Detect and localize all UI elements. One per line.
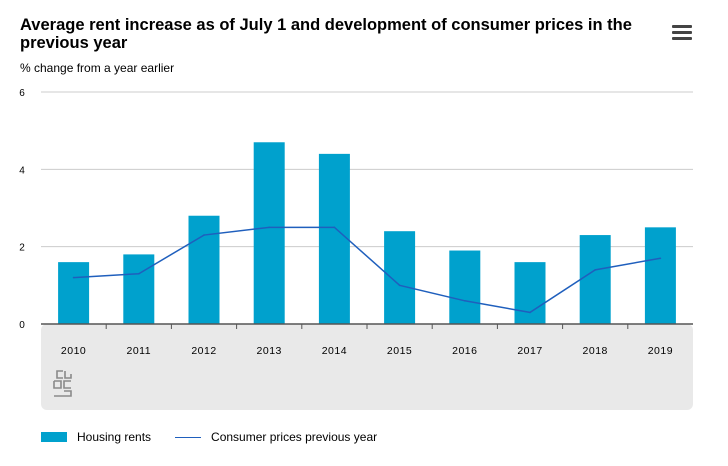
menu-line: [672, 25, 692, 28]
x-tick-label: 2016: [452, 345, 477, 357]
menu-line: [672, 31, 692, 34]
logo-stroke: [56, 370, 63, 379]
legend: Housing rents Consumer prices previous y…: [41, 430, 401, 444]
x-tick-label: 2017: [517, 345, 542, 357]
line-point: [203, 234, 205, 236]
x-tick-label: 2018: [583, 345, 608, 357]
bar: [318, 153, 350, 324]
bar: [579, 235, 611, 324]
legend-item-consumer-prices[interactable]: Consumer prices previous year: [175, 430, 377, 444]
y-tick-label: 2: [19, 243, 25, 254]
logo-stroke: [64, 371, 72, 379]
line-point: [529, 311, 531, 314]
x-tick-label: 2011: [127, 345, 152, 357]
legend-label: Housing rents: [77, 430, 152, 444]
bar: [58, 262, 90, 324]
chart-subtitle: % change from a year earlier: [20, 61, 175, 75]
bar: [253, 142, 285, 324]
bar: [514, 262, 546, 324]
line-point: [594, 269, 596, 271]
legend-swatch-line: [175, 436, 202, 438]
line-point: [659, 257, 662, 260]
logo-stroke: [54, 380, 72, 397]
legend-swatch-bar: [41, 432, 67, 442]
x-axis-panel: [41, 324, 693, 410]
line-point: [138, 272, 140, 275]
x-tick-label: 2013: [257, 345, 282, 357]
bar: [123, 254, 155, 324]
line-point: [72, 276, 75, 279]
logo-stroke: [53, 380, 62, 389]
menu-line: [672, 37, 692, 40]
cbs-logo-icon: [53, 370, 72, 397]
legend-label: Consumer prices previous year: [211, 430, 378, 444]
bar: [449, 250, 481, 324]
line-point: [398, 284, 401, 287]
x-tick-label: 2019: [648, 345, 673, 357]
x-tick-label: 2014: [322, 345, 347, 357]
x-tick-label: 2015: [387, 345, 412, 357]
bar: [384, 231, 416, 324]
y-tick-label: 0: [19, 320, 25, 331]
x-tick-label: 2012: [191, 345, 216, 357]
y-tick-label: 4: [19, 165, 25, 176]
hamburger-menu-icon[interactable]: [672, 25, 692, 41]
bar: [644, 227, 676, 324]
line-point: [464, 300, 466, 302]
legend-item-housing-rents[interactable]: Housing rents: [41, 430, 151, 444]
line-series-consumer-prices: [73, 226, 661, 314]
y-tick-label: 6: [19, 88, 25, 99]
line-point: [268, 226, 271, 229]
bar: [188, 215, 220, 324]
chart-title: Average rent increase as of July 1 and d…: [20, 16, 632, 52]
x-tick-label: 2010: [61, 345, 86, 357]
line-point: [333, 226, 336, 229]
